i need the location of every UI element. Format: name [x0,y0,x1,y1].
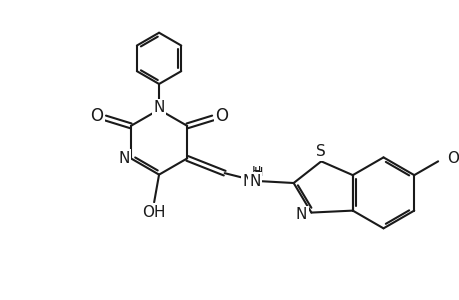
Text: H: H [251,165,260,178]
Text: N: N [249,173,260,188]
Text: S: S [316,144,325,159]
Text: H: H [253,166,262,179]
Text: N: N [118,151,129,166]
Text: N: N [295,207,307,222]
Text: O: O [215,107,228,125]
Text: O: O [447,152,459,166]
Text: N: N [153,100,164,115]
Text: OH: OH [142,205,166,220]
Text: O: O [90,107,103,125]
Text: N: N [242,173,254,188]
